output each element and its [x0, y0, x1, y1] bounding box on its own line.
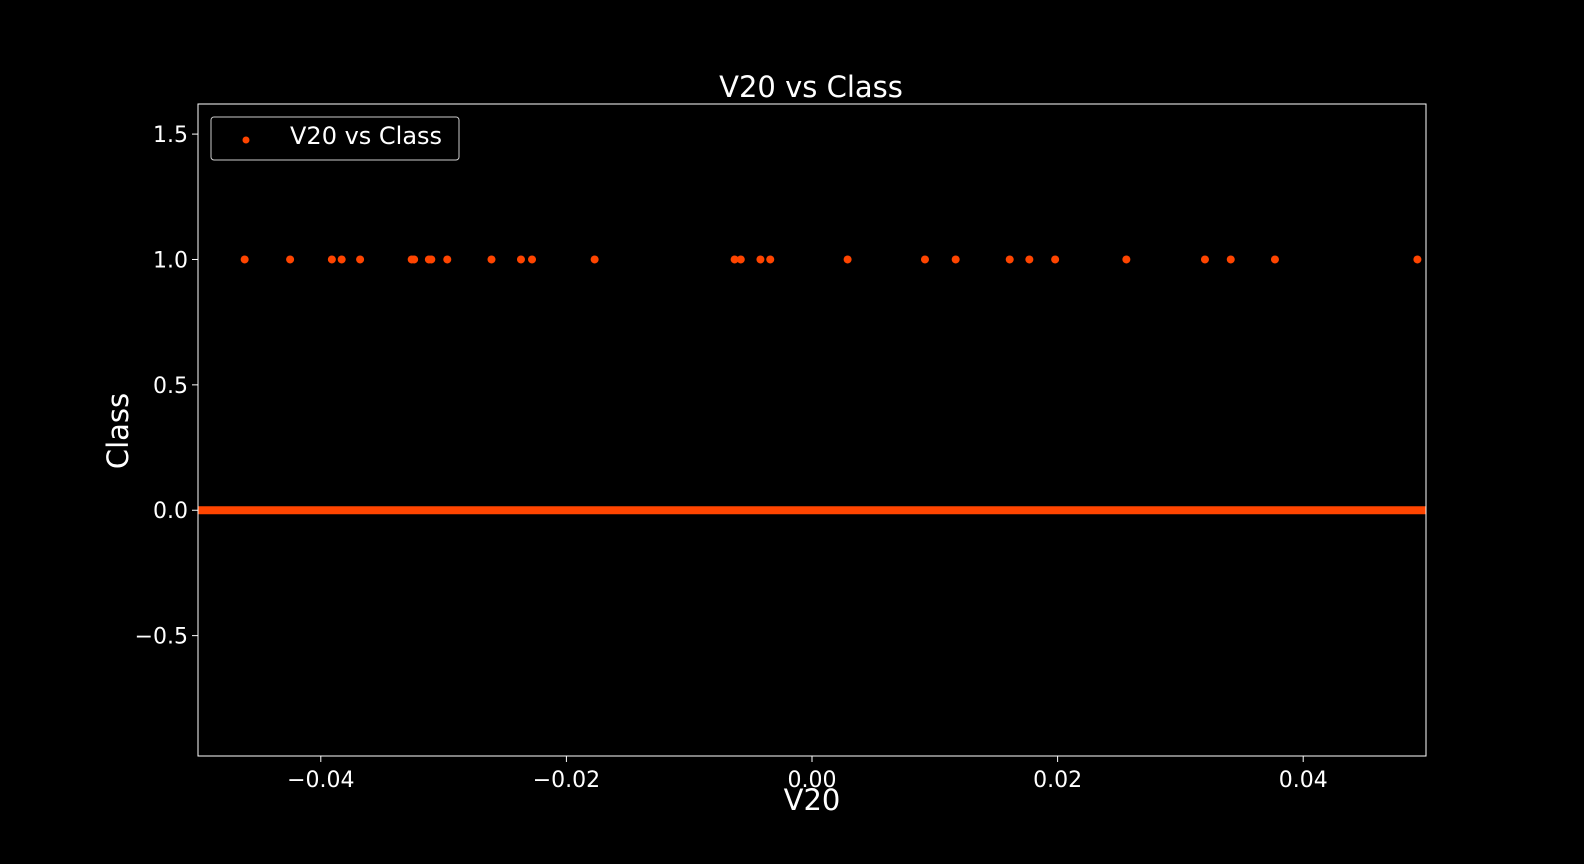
data-point [1122, 255, 1131, 264]
y-tick-label: 1.0 [153, 248, 188, 273]
data-point [327, 255, 336, 264]
legend-label: V20 vs Class [290, 122, 442, 150]
class-0-points-band [198, 506, 1426, 515]
x-tick-label: −0.04 [287, 768, 354, 793]
y-tick-label: 1.5 [153, 123, 188, 148]
data-point [1005, 255, 1014, 264]
data-point [920, 255, 929, 264]
legend: V20 vs Class [210, 116, 460, 161]
data-point [337, 255, 346, 264]
data-point [1270, 255, 1279, 264]
data-point [528, 255, 537, 264]
x-tick-label: −0.02 [533, 768, 600, 793]
data-point [766, 255, 775, 264]
x-tick-label: 0.04 [1279, 768, 1328, 793]
data-point [1051, 255, 1060, 264]
data-point [286, 255, 295, 264]
data-point [516, 255, 525, 264]
y-tick-label: −0.5 [135, 625, 188, 650]
x-tick-label: 0.02 [1033, 768, 1082, 793]
y-axis-label: Class [101, 393, 135, 469]
data-point [427, 255, 436, 264]
plot-area [198, 255, 1426, 515]
x-tick-label: 0.00 [788, 768, 837, 793]
data-point [443, 255, 452, 264]
y-axis: −0.5 0.0 0.5 1.0 1.5 [135, 123, 198, 650]
axes-frame [197, 103, 1427, 757]
y-tick-label: 0.5 [153, 374, 188, 399]
data-point [1226, 255, 1235, 264]
data-point [1200, 255, 1209, 264]
chart-title: V20 vs Class [719, 70, 903, 104]
data-point [843, 255, 852, 264]
data-point [1413, 255, 1422, 264]
data-point [487, 255, 496, 264]
data-point [590, 255, 599, 264]
data-point [951, 255, 960, 264]
legend-marker [242, 136, 250, 144]
x-axis: −0.04 −0.02 0.00 0.02 0.04 [287, 756, 1328, 793]
x-axis-label: V20 [784, 783, 841, 817]
legend-frame [210, 116, 460, 161]
data-point [356, 255, 365, 264]
data-point [730, 255, 739, 264]
data-point [410, 255, 419, 264]
data-point [736, 255, 745, 264]
data-point [1025, 255, 1034, 264]
y-tick-label: 0.0 [153, 499, 188, 524]
data-point [240, 255, 249, 264]
data-point [756, 255, 765, 264]
